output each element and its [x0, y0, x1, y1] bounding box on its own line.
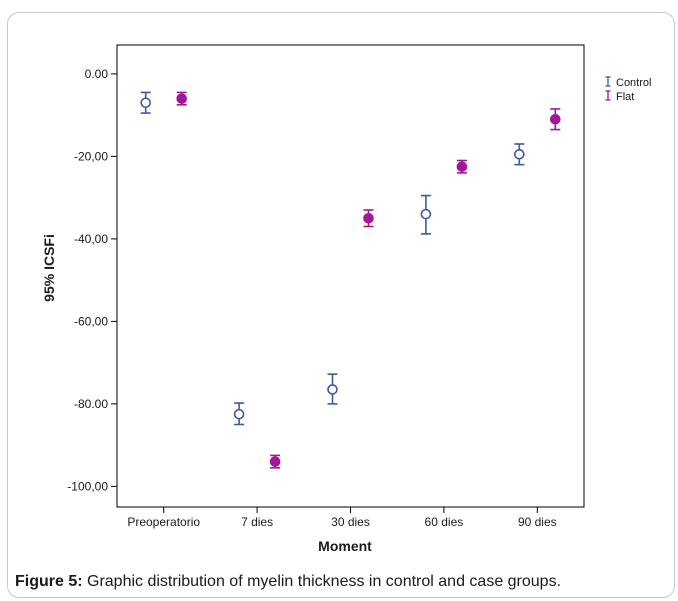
x-tick-label: 90 dies	[518, 515, 557, 529]
figure-caption: Figure 5: Graphic distribution of myelin…	[15, 573, 561, 591]
y-tick-label: -80.00	[74, 397, 108, 411]
flat-mean-point	[549, 113, 561, 125]
x-axis-label: Moment	[318, 538, 372, 554]
y-tick-label: 0.00	[85, 67, 109, 81]
plot-area	[116, 44, 585, 508]
control-mean-point	[327, 384, 338, 395]
data-marks	[140, 91, 561, 469]
legend-flat-label: Flat	[616, 91, 634, 103]
control-mean-point	[420, 208, 432, 220]
x-tick-label: 30 dies	[331, 515, 370, 529]
y-tick-label: -20,00	[74, 149, 108, 163]
x-tick-label: Preoperatorio	[127, 515, 200, 529]
legend-control-label: Control	[616, 77, 651, 89]
control-mean-point	[513, 149, 525, 160]
x-tick-label: 7 dies	[241, 515, 273, 529]
caption-label: Figure 5:	[15, 573, 83, 590]
flat-mean-point	[269, 456, 281, 467]
y-axis: 0.00 -20,00 -40,00 -60,00 -80.00 -100,00	[67, 67, 117, 493]
y-axis-label: 95% ICSFi	[41, 234, 57, 302]
x-tick-label: 60 dies	[425, 515, 464, 529]
x-axis: Preoperatorio 7 dies 30 dies 60 dies 90 dies	[127, 507, 557, 529]
y-tick-label: -40,00	[74, 232, 108, 246]
caption-text: Graphic distribution of myelin thickness…	[82, 573, 562, 590]
control-mean-point	[140, 97, 151, 109]
flat-mean-point	[176, 93, 187, 104]
legend: Control Flat	[605, 76, 651, 103]
flat-mean-point	[363, 212, 374, 224]
control-mean-point	[233, 408, 245, 420]
flat-mean-point	[456, 161, 468, 172]
y-tick-label: -100,00	[67, 479, 108, 493]
y-tick-label: -60,00	[74, 314, 108, 328]
